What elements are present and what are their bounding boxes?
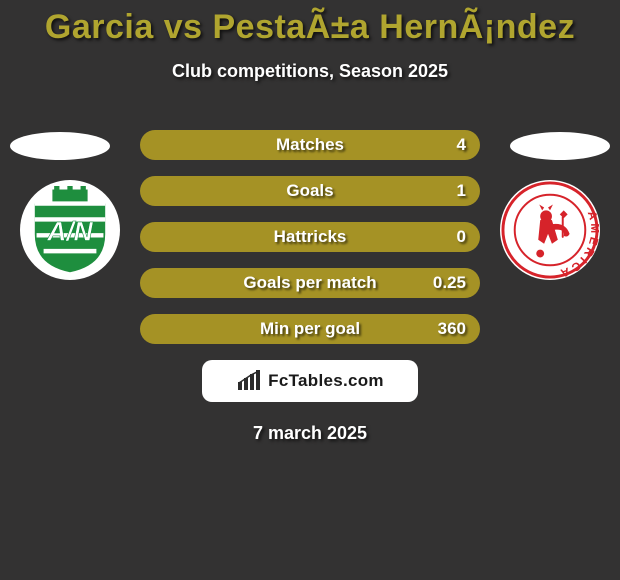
stat-bar: Hattricks 0 [140, 222, 480, 252]
stat-label: Goals [286, 181, 333, 201]
stat-bars: Matches 4 Goals 1 Hattricks 0 Goals per match 0… [140, 130, 480, 360]
stat-label: Matches [276, 135, 344, 155]
crest-left-initials: A/N [46, 217, 93, 247]
stat-label: Min per goal [260, 319, 360, 339]
club-crest-right: AMERICA [500, 180, 600, 280]
club-crest-right-icon: AMERICA [501, 181, 599, 279]
subtitle: Club competitions, Season 2025 [0, 61, 620, 82]
source-logo-box: FcTables.com [202, 360, 418, 402]
stat-bar: Min per goal 360 [140, 314, 480, 344]
stat-label: Hattricks [274, 227, 347, 247]
source-logo-text: FcTables.com [268, 371, 384, 391]
page-title: Garcia vs PestaÃ±a HernÃ¡ndez [0, 0, 620, 47]
stat-bar: Goals per match 0.25 [140, 268, 480, 298]
stat-value: 0 [457, 227, 466, 247]
stat-value: 360 [438, 319, 466, 339]
stat-bar: Goals 1 [140, 176, 480, 206]
stat-value: 1 [457, 181, 466, 201]
stat-label: Goals per match [243, 273, 376, 293]
barchart-icon [236, 370, 262, 392]
stat-bar: Matches 4 [140, 130, 480, 160]
shadow-ellipse-left [10, 132, 110, 160]
shadow-ellipse-right [510, 132, 610, 160]
club-crest-left: A/N [20, 180, 120, 280]
club-crest-left-icon: A/N [26, 186, 114, 274]
stat-value: 0.25 [433, 273, 466, 293]
match-date: 7 march 2025 [253, 423, 367, 444]
stat-value: 4 [457, 135, 466, 155]
